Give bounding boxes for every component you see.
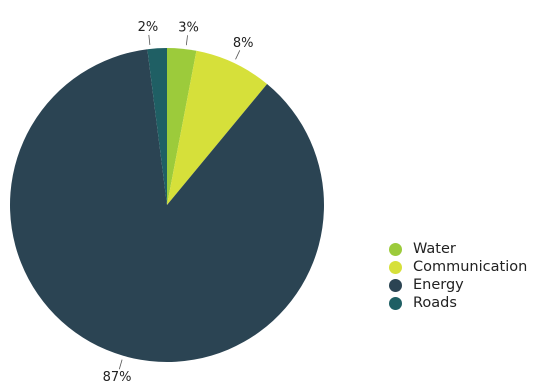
legend-swatch-communication: [389, 260, 402, 274]
legend-item-water: Water: [389, 240, 527, 258]
legend-swatch-water: [389, 242, 402, 256]
legend: Water Communication Energy Roads: [389, 240, 527, 312]
leader-line-roads: [148, 34, 151, 45]
pie-slice-energy: [9, 49, 324, 363]
leader-line-communication: [235, 50, 241, 60]
legend-label-roads: Roads: [413, 295, 457, 311]
pct-label-communication: 8%: [233, 36, 254, 51]
legend-label-energy: Energy: [413, 277, 464, 293]
leader-line-water: [185, 35, 188, 46]
legend-item-roads: Roads: [389, 294, 527, 312]
pct-label-water: 3%: [178, 20, 199, 35]
leader-line-energy: [118, 359, 123, 370]
pie-slice-communication: [167, 50, 268, 206]
pct-label-roads: 2%: [138, 20, 159, 35]
legend-label-water: Water: [413, 241, 456, 257]
legend-swatch-energy: [389, 278, 402, 292]
pie-slice-water: [167, 48, 197, 205]
pie-slices: [9, 48, 324, 363]
legend-swatch-roads: [389, 296, 402, 310]
legend-item-energy: Energy: [389, 276, 527, 294]
pie-labels: 3% 8% 87% 2%: [103, 20, 254, 385]
legend-label-communication: Communication: [413, 259, 528, 275]
pct-label-energy: 87%: [103, 370, 132, 385]
pie-slice-roads: [147, 48, 167, 205]
legend-item-communication: Communication: [389, 258, 527, 276]
